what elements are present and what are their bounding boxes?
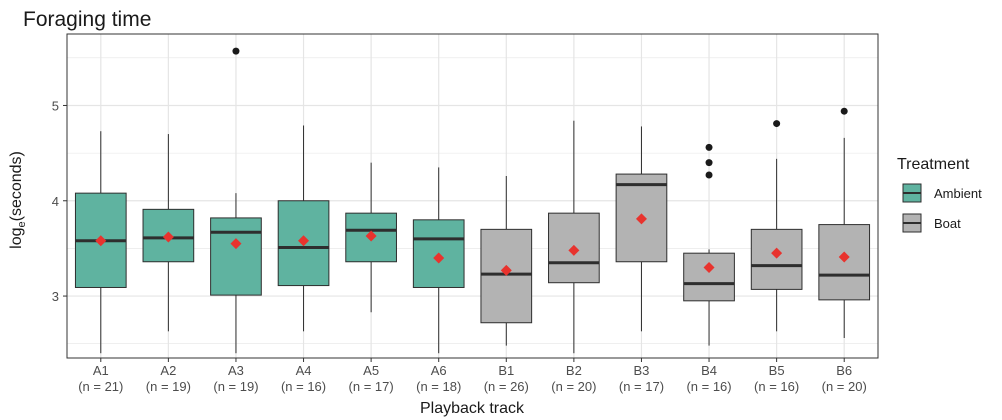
x-tick-sample-size: (n = 18) xyxy=(416,379,461,394)
x-tick-sample-size: (n = 20) xyxy=(551,379,596,394)
box-B1 xyxy=(480,175,533,346)
x-tick-label: A3 xyxy=(228,363,244,378)
x-tick-label: B1 xyxy=(498,363,514,378)
legend-label-boat: Boat xyxy=(934,216,961,231)
x-tick-label: A5 xyxy=(363,363,379,378)
legend-title: Treatment xyxy=(897,156,970,173)
mean-marker xyxy=(433,252,445,264)
x-axis-title: Playback track xyxy=(420,400,525,417)
panel-border xyxy=(66,33,879,359)
box-A4 xyxy=(277,125,330,332)
legend-label-ambient: Ambient xyxy=(934,186,982,201)
y-axis: 3 4 5 xyxy=(52,98,67,304)
x-tick-label: B4 xyxy=(701,363,717,378)
outlier-point xyxy=(773,120,781,128)
box-A3 xyxy=(210,47,262,354)
boxes xyxy=(74,47,871,354)
x-tick-sample-size: (n = 19) xyxy=(213,379,258,394)
outlier-point xyxy=(840,107,848,115)
y-axis-title: loge(seconds) xyxy=(8,151,28,249)
box-B6 xyxy=(818,107,871,338)
outlier-point xyxy=(705,159,713,167)
x-tick-sample-size: (n = 26) xyxy=(484,379,529,394)
x-tick-sample-size: (n = 17) xyxy=(619,379,664,394)
mean-marker xyxy=(298,235,310,247)
box-iqr xyxy=(683,252,735,302)
box-A6 xyxy=(412,167,465,354)
mean-marker xyxy=(568,244,580,256)
outlier-point xyxy=(232,47,240,55)
mean-marker xyxy=(500,264,512,276)
mean-marker xyxy=(703,261,715,273)
x-tick-label: A6 xyxy=(431,363,447,378)
y-tick-label: 4 xyxy=(52,194,59,209)
box-B2 xyxy=(548,120,600,354)
box-A1 xyxy=(74,131,127,354)
x-tick-label: A1 xyxy=(93,363,109,378)
y-tick-label: 3 xyxy=(52,289,59,304)
mean-marker xyxy=(162,231,174,243)
box-iqr xyxy=(480,228,533,324)
x-tick-label: B5 xyxy=(769,363,785,378)
x-tick-sample-size: (n = 21) xyxy=(78,379,123,394)
x-tick-sample-size: (n = 20) xyxy=(822,379,867,394)
mean-marker xyxy=(771,247,783,259)
grid xyxy=(67,34,878,358)
legend: Treatment Ambient Boat xyxy=(897,156,982,233)
x-tick-label: A4 xyxy=(296,363,312,378)
box-B3 xyxy=(615,126,668,332)
x-tick-sample-size: (n = 17) xyxy=(349,379,394,394)
y-tick-label: 5 xyxy=(52,98,59,113)
box-iqr xyxy=(750,228,803,290)
mean-marker xyxy=(95,235,107,247)
mean-marker xyxy=(635,213,647,225)
chart-title: Foraging time xyxy=(23,8,151,31)
x-tick-sample-size: (n = 16) xyxy=(686,379,731,394)
box-B4 xyxy=(683,143,735,346)
x-tick-label: A2 xyxy=(160,363,176,378)
x-tick-sample-size: (n = 16) xyxy=(281,379,326,394)
mean-marker xyxy=(838,251,850,263)
outlier-point xyxy=(705,143,713,151)
x-axis: A1(n = 21)A2(n = 19)A3(n = 19)A4(n = 16)… xyxy=(78,358,867,394)
mean-marker xyxy=(230,238,242,250)
x-tick-label: B6 xyxy=(836,363,852,378)
x-tick-sample-size: (n = 16) xyxy=(754,379,799,394)
box-A5 xyxy=(345,162,397,313)
box-B5 xyxy=(750,120,803,332)
outlier-point xyxy=(705,171,713,179)
x-tick-label: B2 xyxy=(566,363,582,378)
x-tick-label: B3 xyxy=(634,363,650,378)
box-A2 xyxy=(142,134,195,332)
box-iqr xyxy=(210,217,262,296)
mean-marker xyxy=(365,230,377,242)
x-tick-sample-size: (n = 19) xyxy=(146,379,191,394)
